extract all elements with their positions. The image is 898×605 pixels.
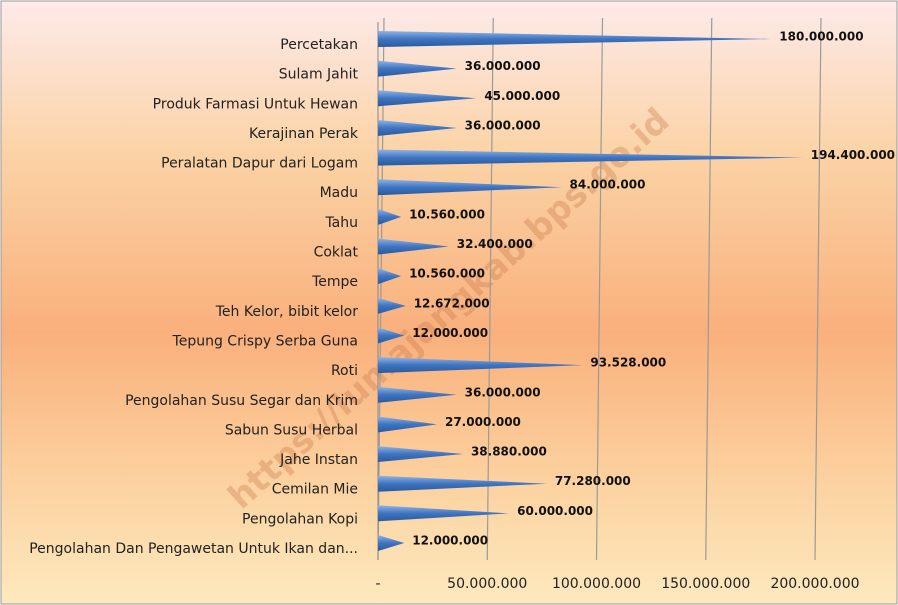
bar bbox=[378, 119, 457, 136]
value-label: 38.880.000 bbox=[471, 445, 547, 459]
x-tick-label: - bbox=[375, 576, 380, 592]
category-label: Roti bbox=[331, 363, 358, 379]
bar bbox=[378, 60, 457, 77]
grid-line bbox=[595, 17, 604, 561]
category-label: Coklat bbox=[314, 245, 359, 261]
value-label: 45.000.000 bbox=[484, 89, 560, 103]
category-label: Sulam Jahit bbox=[279, 67, 359, 83]
bar bbox=[378, 357, 583, 374]
value-label: 77.280.000 bbox=[555, 474, 631, 488]
value-label: 36.000.000 bbox=[465, 59, 541, 73]
category-label: Tepung Crispy Serba Guna bbox=[172, 333, 358, 349]
bar bbox=[378, 327, 405, 344]
category-label: Pengolahan Susu Segar dan Krim bbox=[125, 393, 358, 409]
value-label: 10.560.000 bbox=[409, 267, 485, 281]
value-label: 10.560.000 bbox=[409, 207, 485, 221]
grid-line bbox=[705, 17, 713, 561]
bar bbox=[378, 90, 477, 107]
category-label: Jahe Instan bbox=[279, 452, 358, 468]
value-label: 12.672.000 bbox=[414, 296, 490, 310]
x-tick-label: 100.000.000 bbox=[552, 576, 641, 592]
grid-line bbox=[814, 17, 822, 561]
bar bbox=[378, 416, 437, 433]
value-label: 194.400.000 bbox=[811, 148, 895, 162]
category-label: Kerajinan Perak bbox=[249, 126, 359, 142]
bar bbox=[378, 179, 562, 196]
category-label: Pengolahan Kopi bbox=[242, 511, 358, 527]
value-label: 84.000.000 bbox=[570, 178, 646, 192]
bar bbox=[378, 208, 402, 225]
bar bbox=[378, 268, 402, 285]
category-label: Sabun Susu Herbal bbox=[225, 422, 358, 438]
value-label: 60.000.000 bbox=[517, 504, 593, 518]
bar bbox=[378, 297, 406, 314]
category-label: Pengolahan Dan Pengawetan Untuk Ikan dan… bbox=[29, 541, 358, 557]
value-label: 12.000.000 bbox=[412, 534, 488, 548]
category-label: Tahu bbox=[324, 215, 358, 231]
category-label: Produk Farmasi Untuk Hewan bbox=[153, 96, 358, 112]
x-tick-label: 150.000.000 bbox=[661, 576, 750, 592]
bar bbox=[378, 386, 457, 403]
bar bbox=[378, 238, 449, 255]
value-label: 93.528.000 bbox=[590, 356, 666, 370]
category-label: Peralatan Dapur dari Logam bbox=[161, 156, 358, 172]
category-label: Percetakan bbox=[280, 37, 358, 53]
bar bbox=[378, 535, 405, 551]
value-label: 32.400.000 bbox=[457, 237, 533, 251]
value-label: 36.000.000 bbox=[465, 118, 541, 132]
grid-line bbox=[377, 17, 385, 561]
grid-line bbox=[486, 17, 494, 561]
category-label: Teh Kelor, bibit kelor bbox=[215, 304, 358, 320]
category-label: Madu bbox=[320, 185, 358, 201]
x-tick-label: 50.000.000 bbox=[447, 576, 527, 592]
bar bbox=[378, 475, 547, 492]
value-label: 180.000.000 bbox=[779, 30, 863, 44]
category-label: Cemilan Mie bbox=[272, 482, 358, 498]
bar bbox=[378, 446, 463, 463]
category-label: Tempe bbox=[311, 274, 358, 290]
bar bbox=[378, 31, 772, 47]
value-label: 27.000.000 bbox=[445, 415, 521, 429]
value-label: 12.000.000 bbox=[412, 326, 488, 340]
bar bbox=[378, 505, 510, 522]
x-tick-label: 200.000.000 bbox=[770, 576, 859, 592]
bar bbox=[378, 149, 803, 166]
value-label: 36.000.000 bbox=[465, 385, 541, 399]
